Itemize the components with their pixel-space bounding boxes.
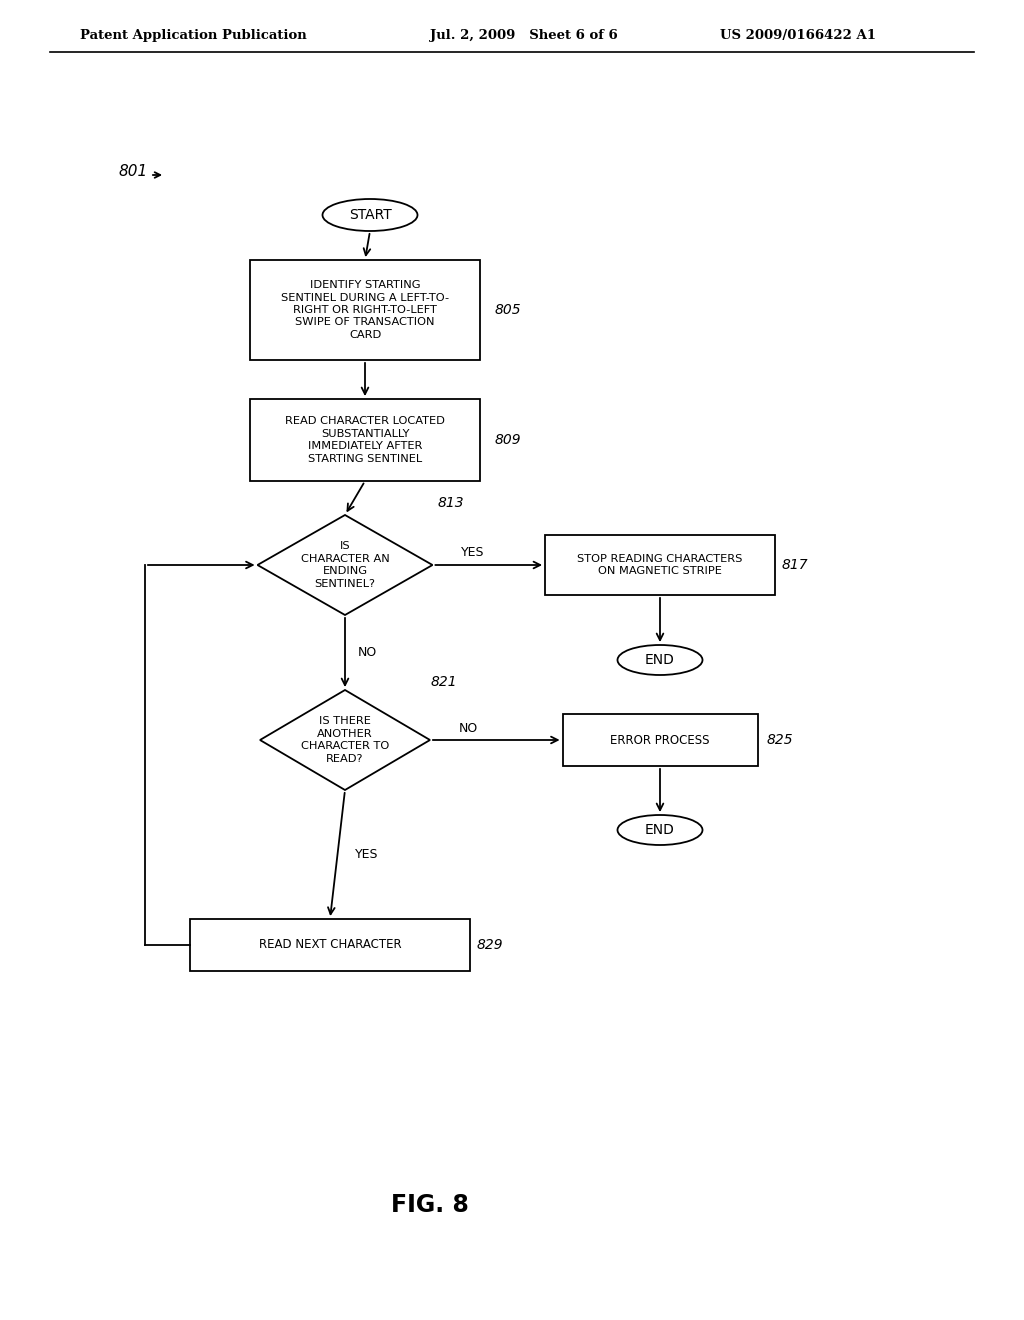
Text: READ CHARACTER LOCATED
SUBSTANTIALLY
IMMEDIATELY AFTER
STARTING SENTINEL: READ CHARACTER LOCATED SUBSTANTIALLY IMM… [285, 416, 445, 463]
Text: END: END [645, 822, 675, 837]
Text: IS
CHARACTER AN
ENDING
SENTINEL?: IS CHARACTER AN ENDING SENTINEL? [301, 541, 389, 589]
Bar [250, 399, 480, 480]
Bar [545, 535, 775, 595]
Bar [190, 919, 470, 972]
Text: ERROR PROCESS: ERROR PROCESS [610, 734, 710, 747]
Text: 813: 813 [437, 496, 464, 510]
Ellipse shape [617, 814, 702, 845]
Text: 817: 817 [781, 558, 808, 572]
Text: US 2009/0166422 A1: US 2009/0166422 A1 [720, 29, 876, 41]
Text: 805: 805 [495, 304, 521, 317]
Polygon shape [257, 515, 432, 615]
Ellipse shape [323, 199, 418, 231]
Text: Patent Application Publication: Patent Application Publication [80, 29, 307, 41]
Polygon shape [260, 690, 430, 789]
Text: IS THERE
ANOTHER
CHARACTER TO
READ?: IS THERE ANOTHER CHARACTER TO READ? [301, 717, 389, 763]
Text: 809: 809 [495, 433, 521, 447]
Text: FIG. 8: FIG. 8 [391, 1193, 469, 1217]
Text: YES: YES [461, 546, 484, 560]
Text: 801: 801 [119, 165, 148, 180]
Text: NO: NO [357, 645, 377, 659]
Text: Jul. 2, 2009   Sheet 6 of 6: Jul. 2, 2009 Sheet 6 of 6 [430, 29, 617, 41]
Text: END: END [645, 653, 675, 667]
Text: NO: NO [459, 722, 477, 734]
Text: 825: 825 [766, 733, 793, 747]
Ellipse shape [617, 645, 702, 675]
Text: STOP READING CHARACTERS
ON MAGNETIC STRIPE: STOP READING CHARACTERS ON MAGNETIC STRI… [578, 554, 742, 577]
Text: 821: 821 [431, 675, 458, 689]
Bar [562, 714, 758, 766]
Text: READ NEXT CHARACTER: READ NEXT CHARACTER [259, 939, 401, 952]
Text: YES: YES [355, 847, 379, 861]
Text: IDENTIFY STARTING
SENTINEL DURING A LEFT-TO-
RIGHT OR RIGHT-TO-LEFT
SWIPE OF TRA: IDENTIFY STARTING SENTINEL DURING A LEFT… [281, 280, 450, 339]
Text: 829: 829 [477, 939, 504, 952]
Bar [250, 260, 480, 360]
Text: START: START [348, 209, 391, 222]
